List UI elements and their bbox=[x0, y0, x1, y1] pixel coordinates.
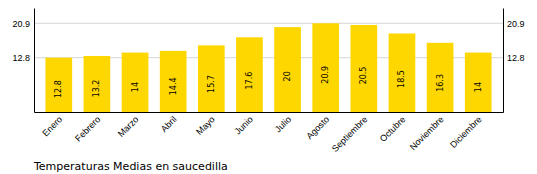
y-tick-label: 12.8 bbox=[12, 53, 30, 63]
x-tick-label: Abril bbox=[159, 114, 179, 134]
x-tick: Julio bbox=[273, 114, 293, 134]
y2-tick-label: 20.9 bbox=[507, 19, 525, 29]
x-tick-label: Julio bbox=[273, 114, 293, 134]
x-tick-label: Mayo bbox=[194, 114, 217, 137]
bar bbox=[389, 33, 416, 112]
y2-tick: 12.8 bbox=[503, 53, 525, 63]
bar bbox=[350, 25, 377, 112]
bar bbox=[427, 43, 454, 112]
x-tick: Agosto bbox=[304, 114, 331, 141]
bar bbox=[198, 45, 225, 112]
x-tick-label: Junio bbox=[233, 114, 255, 136]
y-axis-line bbox=[34, 9, 35, 113]
x-tick-label: Septiembre bbox=[330, 114, 370, 154]
x-tick-label: Marzo bbox=[116, 114, 141, 139]
bars bbox=[45, 23, 491, 112]
x-axis: Enero Febrero Marzo Abril Mayo Junio Julio Agos… bbox=[35, 113, 504, 154]
title: Temperaturas Medias en saucedilla bbox=[33, 160, 228, 173]
data-label: 15.7 bbox=[207, 75, 216, 93]
data-labels: 12.8 13.2 14 14.4 15.7 17.6 20 20.9 20.5 18.5 16.3… bbox=[54, 66, 482, 98]
data-label: 20 bbox=[283, 71, 292, 81]
bar bbox=[84, 56, 111, 112]
y2-tick-label: 12.8 bbox=[507, 53, 525, 63]
x-tick-label: Enero bbox=[40, 114, 64, 138]
data-label: 18.5 bbox=[397, 70, 406, 88]
y2-tick: 20.9 bbox=[503, 19, 525, 29]
x-tick: Enero bbox=[40, 114, 64, 138]
y-tick: 20.9 bbox=[12, 19, 34, 29]
x-tick: Septiembre bbox=[330, 114, 370, 154]
y-tick-label: 20.9 bbox=[12, 19, 30, 29]
x-tick-label: Diciembre bbox=[448, 114, 484, 150]
y2-axis-line bbox=[503, 9, 504, 113]
x-tick-label: Agosto bbox=[304, 114, 331, 141]
bar bbox=[274, 27, 301, 112]
x-tick: Noviembre bbox=[408, 114, 446, 152]
y-axis: 12.8 20.9 bbox=[12, 9, 34, 113]
x-tick: Octubre bbox=[378, 114, 408, 144]
data-label: 20.5 bbox=[359, 67, 368, 85]
x-tick: Junio bbox=[233, 114, 255, 136]
grid-line bbox=[34, 23, 503, 24]
bar bbox=[236, 37, 263, 112]
data-label: 17.6 bbox=[245, 72, 254, 90]
y2-axis: 12.8 20.9 bbox=[503, 9, 525, 113]
bar bbox=[45, 58, 72, 112]
x-tick-label: Noviembre bbox=[408, 114, 446, 152]
y-tick: 12.8 bbox=[12, 53, 34, 63]
data-label: 12.8 bbox=[54, 80, 63, 98]
chart: 12.8 13.2 14 14.4 15.7 17.6 20 20.9 20.5 18.5 16.3… bbox=[0, 0, 537, 174]
data-label: 20.9 bbox=[321, 66, 330, 84]
x-tick: Abril bbox=[159, 114, 179, 134]
bar bbox=[465, 53, 492, 112]
data-label: 14.4 bbox=[169, 77, 178, 95]
data-label: 14 bbox=[131, 82, 140, 92]
x-tick-label: Febrero bbox=[73, 114, 102, 143]
data-label: 16.3 bbox=[436, 74, 445, 92]
x-tick-label: Octubre bbox=[378, 114, 408, 144]
x-tick: Febrero bbox=[73, 114, 102, 143]
x-tick: Marzo bbox=[116, 114, 141, 139]
data-label: 14 bbox=[474, 82, 483, 92]
bar bbox=[122, 53, 149, 112]
bar bbox=[312, 23, 339, 112]
bar bbox=[160, 51, 187, 112]
x-axis-line bbox=[35, 112, 504, 113]
data-label: 13.2 bbox=[92, 80, 101, 98]
x-tick: Mayo bbox=[194, 114, 217, 137]
x-tick: Diciembre bbox=[448, 114, 484, 150]
plot: 12.8 13.2 14 14.4 15.7 17.6 20 20.9 20.5 18.5 16.3… bbox=[12, 9, 524, 154]
